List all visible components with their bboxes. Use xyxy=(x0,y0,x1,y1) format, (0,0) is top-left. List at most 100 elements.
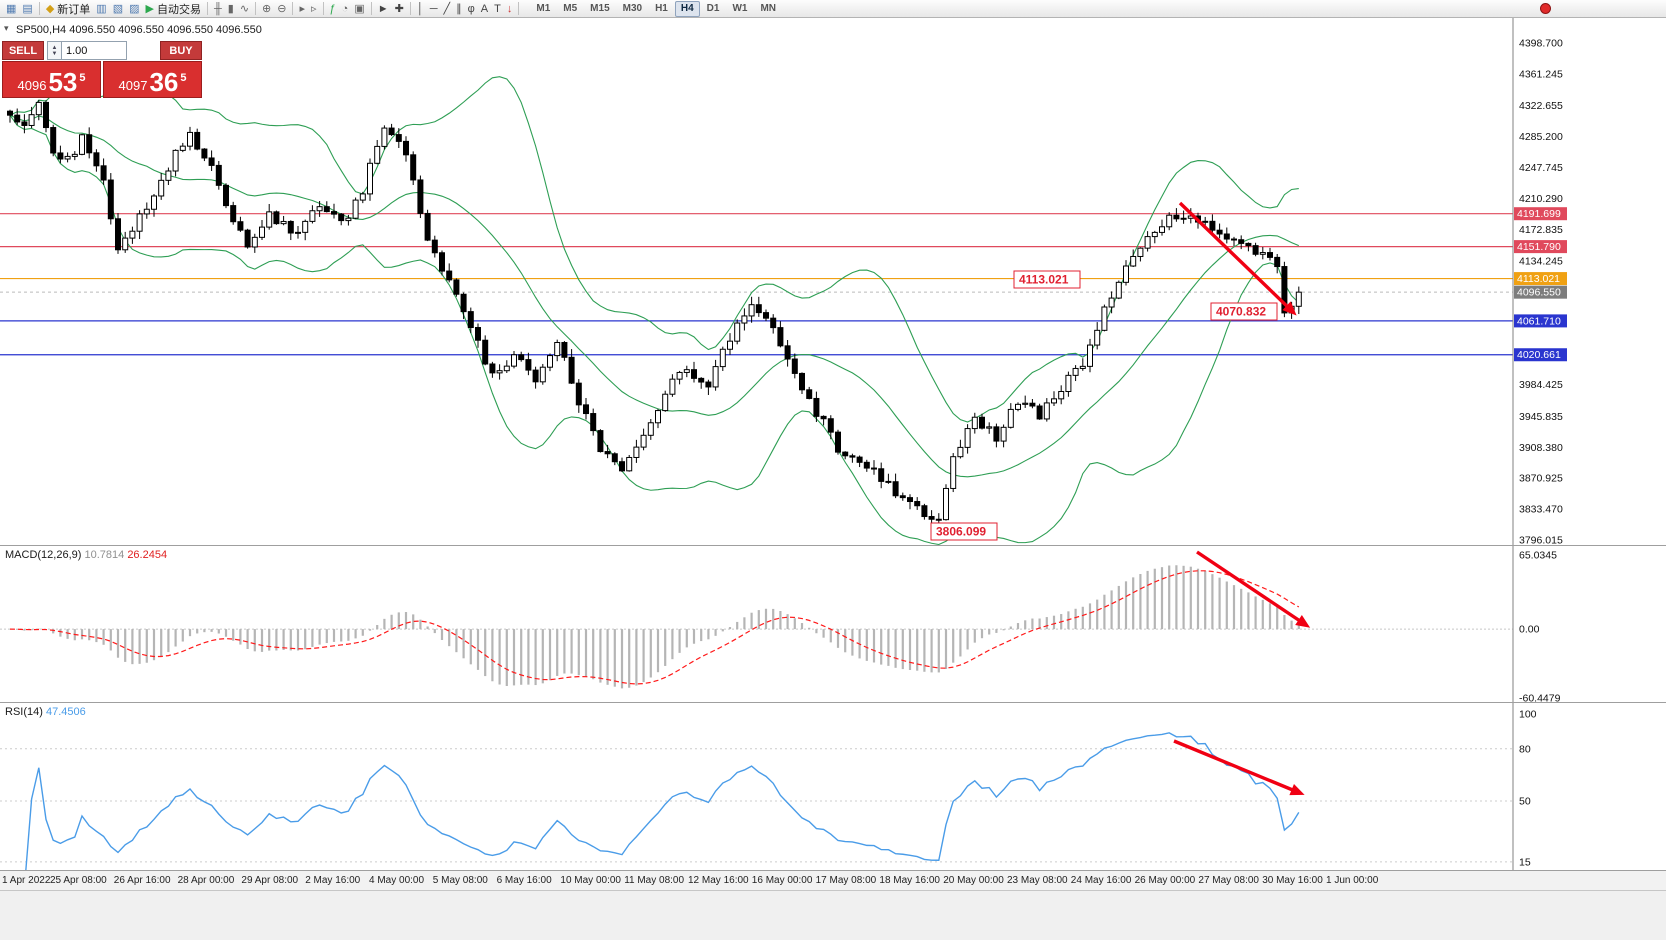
channel-button[interactable]: ∥ xyxy=(453,1,465,17)
timeframe-m30-button[interactable]: M30 xyxy=(622,2,643,14)
toolbar-separator xyxy=(370,2,372,15)
rsi-trend-arrow-head xyxy=(1289,784,1305,796)
sell-price-frac: 53 xyxy=(48,67,78,97)
time-axis-label: 23 May 08:00 xyxy=(1007,875,1068,886)
price-chart-canvas[interactable]: 4398.700 4361.245 4322.655 4285.200 4247.745… xyxy=(0,18,1666,545)
auto-scroll-button[interactable]: ▸ xyxy=(296,1,308,17)
alert-icon[interactable] xyxy=(1540,3,1551,14)
annotation-box[interactable] xyxy=(930,522,998,541)
profiles-button[interactable]: ▤ xyxy=(19,1,35,17)
navigator-button[interactable]: ▨ xyxy=(126,1,142,17)
vertical-line-button[interactable]: │ xyxy=(414,1,427,17)
text-button[interactable]: A xyxy=(478,1,491,17)
horizontal-line-button[interactable]: ─ xyxy=(427,1,441,17)
lot-spinner[interactable]: ▲ ▼ xyxy=(47,41,61,60)
price-axis-label: 3908.380 xyxy=(1519,442,1563,454)
time-axis[interactable]: 1 Apr 2022 25 Apr 08:00 26 Apr 16:00 28 Apr… xyxy=(0,870,1666,890)
arrows-button[interactable]: ↓ xyxy=(504,1,516,17)
spinner-down-icon[interactable]: ▼ xyxy=(51,50,58,57)
spinner-up-icon[interactable]: ▲ xyxy=(51,44,58,51)
time-axis-label: 16 May 00:00 xyxy=(751,875,813,886)
buy-price-button[interactable]: 4097 36 5 xyxy=(103,61,202,98)
price-tag-label: 4020.661 xyxy=(1517,349,1561,361)
sell-price-pip: 5 xyxy=(79,72,86,84)
annotation-text: 4070.832 xyxy=(1216,305,1266,319)
toolbar-separator xyxy=(518,2,520,15)
time-axis-label: 25 Apr 08:00 xyxy=(50,875,107,886)
zoom-out-button[interactable]: ⊖ xyxy=(274,1,289,17)
zoom-in-icon: ⊕ xyxy=(262,2,272,15)
price-axis-label: 4361.245 xyxy=(1519,68,1563,80)
data-window-button[interactable]: ▧ xyxy=(110,1,126,17)
periods-button[interactable]: ◔ xyxy=(339,1,352,17)
macd-label: MACD(12,26,9) 10.7814 26.2454 xyxy=(5,549,167,561)
time-axis-label: 10 May 00:00 xyxy=(560,875,621,886)
rsi-indicator-panel: 100 80 50 15 RSI(14) 47.4506 xyxy=(0,702,1666,870)
one-click-panel-toggle-icon[interactable]: ▾ xyxy=(4,23,9,33)
rsi-canvas[interactable]: 100 80 50 15 xyxy=(0,703,1666,870)
price-axis-label: 4210.290 xyxy=(1519,193,1563,205)
templates-button[interactable]: ▣ xyxy=(351,1,367,17)
bollinger-middle xyxy=(9,114,1300,478)
autotrading-icon: ▶ xyxy=(145,2,154,15)
time-axis-label: 2 May 16:00 xyxy=(305,875,361,886)
price-axis-label: 4247.745 xyxy=(1519,162,1563,174)
price-tag-label: 4151.790 xyxy=(1517,241,1561,253)
bollinger-lower xyxy=(9,114,1300,545)
crosshair-button[interactable]: ✚ xyxy=(392,1,407,17)
lot-size-input[interactable] xyxy=(61,41,127,60)
time-axis-label: 24 May 16:00 xyxy=(1070,875,1132,886)
line-chart-button[interactable]: ∿ xyxy=(237,1,252,17)
sell-price-button[interactable]: 4096 53 5 xyxy=(2,61,101,98)
price-axis-label: 4322.655 xyxy=(1519,100,1563,112)
macd-canvas[interactable]: 65.0345 0.00 -60.4479 xyxy=(0,546,1666,702)
time-axis-label: 17 May 08:00 xyxy=(815,875,877,886)
trendline-icon: ╱ xyxy=(443,2,451,15)
candlestick-chart-button[interactable]: ▮ xyxy=(225,1,237,17)
price-axis-label: 4134.245 xyxy=(1519,256,1563,268)
price-tag xyxy=(1514,285,1567,299)
timeframe-d1-button[interactable]: D1 xyxy=(706,2,720,14)
macd-axis-label: -60.4479 xyxy=(1519,693,1561,703)
timeframe-m15-button[interactable]: M15 xyxy=(590,2,610,14)
annotation-text: 3806.099 xyxy=(936,525,986,539)
macd-name: MACD(12,26,9) xyxy=(5,549,82,561)
macd-trend-arrow[interactable] xyxy=(1196,550,1307,627)
timeframe-mn-button[interactable]: MN xyxy=(760,2,777,14)
annotation-box[interactable] xyxy=(1210,302,1278,321)
autotrading-button[interactable]: ▶ 自动交易 xyxy=(143,1,204,17)
profiles-icon: ▤ xyxy=(22,2,33,15)
trendline-button[interactable]: ╱ xyxy=(441,1,454,17)
price-axis-label: 4285.200 xyxy=(1519,131,1563,143)
new-order-button[interactable]: ◆ 新订单 xyxy=(43,1,93,17)
rsi-axis-label: 50 xyxy=(1519,796,1531,808)
price-axis-label: 3945.835 xyxy=(1519,411,1563,423)
rsi-trend-arrow[interactable] xyxy=(1173,739,1301,795)
time-axis-label: 28 Apr 00:00 xyxy=(177,875,235,886)
timeframe-w1-button[interactable]: W1 xyxy=(732,2,748,14)
one-click-trade-panel: SELL ▲ ▼ BUY 4096 53 5 4097 36 5 xyxy=(2,41,202,98)
zoom-out-icon: ⊖ xyxy=(277,2,287,15)
rsi-value: 47.4506 xyxy=(45,706,86,718)
price-trend-arrow[interactable] xyxy=(1178,201,1295,314)
cursor-button[interactable]: ► xyxy=(375,1,392,17)
buy-button[interactable]: BUY xyxy=(160,41,202,60)
timeframe-m5-button[interactable]: M5 xyxy=(563,2,578,14)
bar-chart-button[interactable]: ╫ xyxy=(211,1,225,17)
timeframe-m1-button[interactable]: M1 xyxy=(536,2,551,14)
chart-shift-button[interactable]: ▹ xyxy=(308,1,320,17)
timeframe-h4-button[interactable]: H4 xyxy=(674,0,700,17)
new-order-icon: ◆ xyxy=(45,2,55,15)
candlestick-chart-icon: ▮ xyxy=(227,2,234,15)
zoom-in-button[interactable]: ⊕ xyxy=(259,1,274,17)
new-chart-button[interactable]: ▦ xyxy=(3,1,19,17)
annotation-box[interactable] xyxy=(1013,270,1081,289)
timeframe-h1-button[interactable]: H1 xyxy=(655,2,668,14)
bar-chart-icon: ╫ xyxy=(213,2,222,15)
market-watch-button[interactable]: ▥ xyxy=(93,1,109,17)
indicators-button[interactable]: ƒ xyxy=(327,1,339,17)
text-label-button[interactable]: T xyxy=(491,1,504,17)
sell-button[interactable]: SELL xyxy=(2,41,44,60)
fibonacci-button[interactable]: φ xyxy=(465,1,478,17)
time-axis-label: 1 Jun 00:00 xyxy=(1326,875,1379,886)
